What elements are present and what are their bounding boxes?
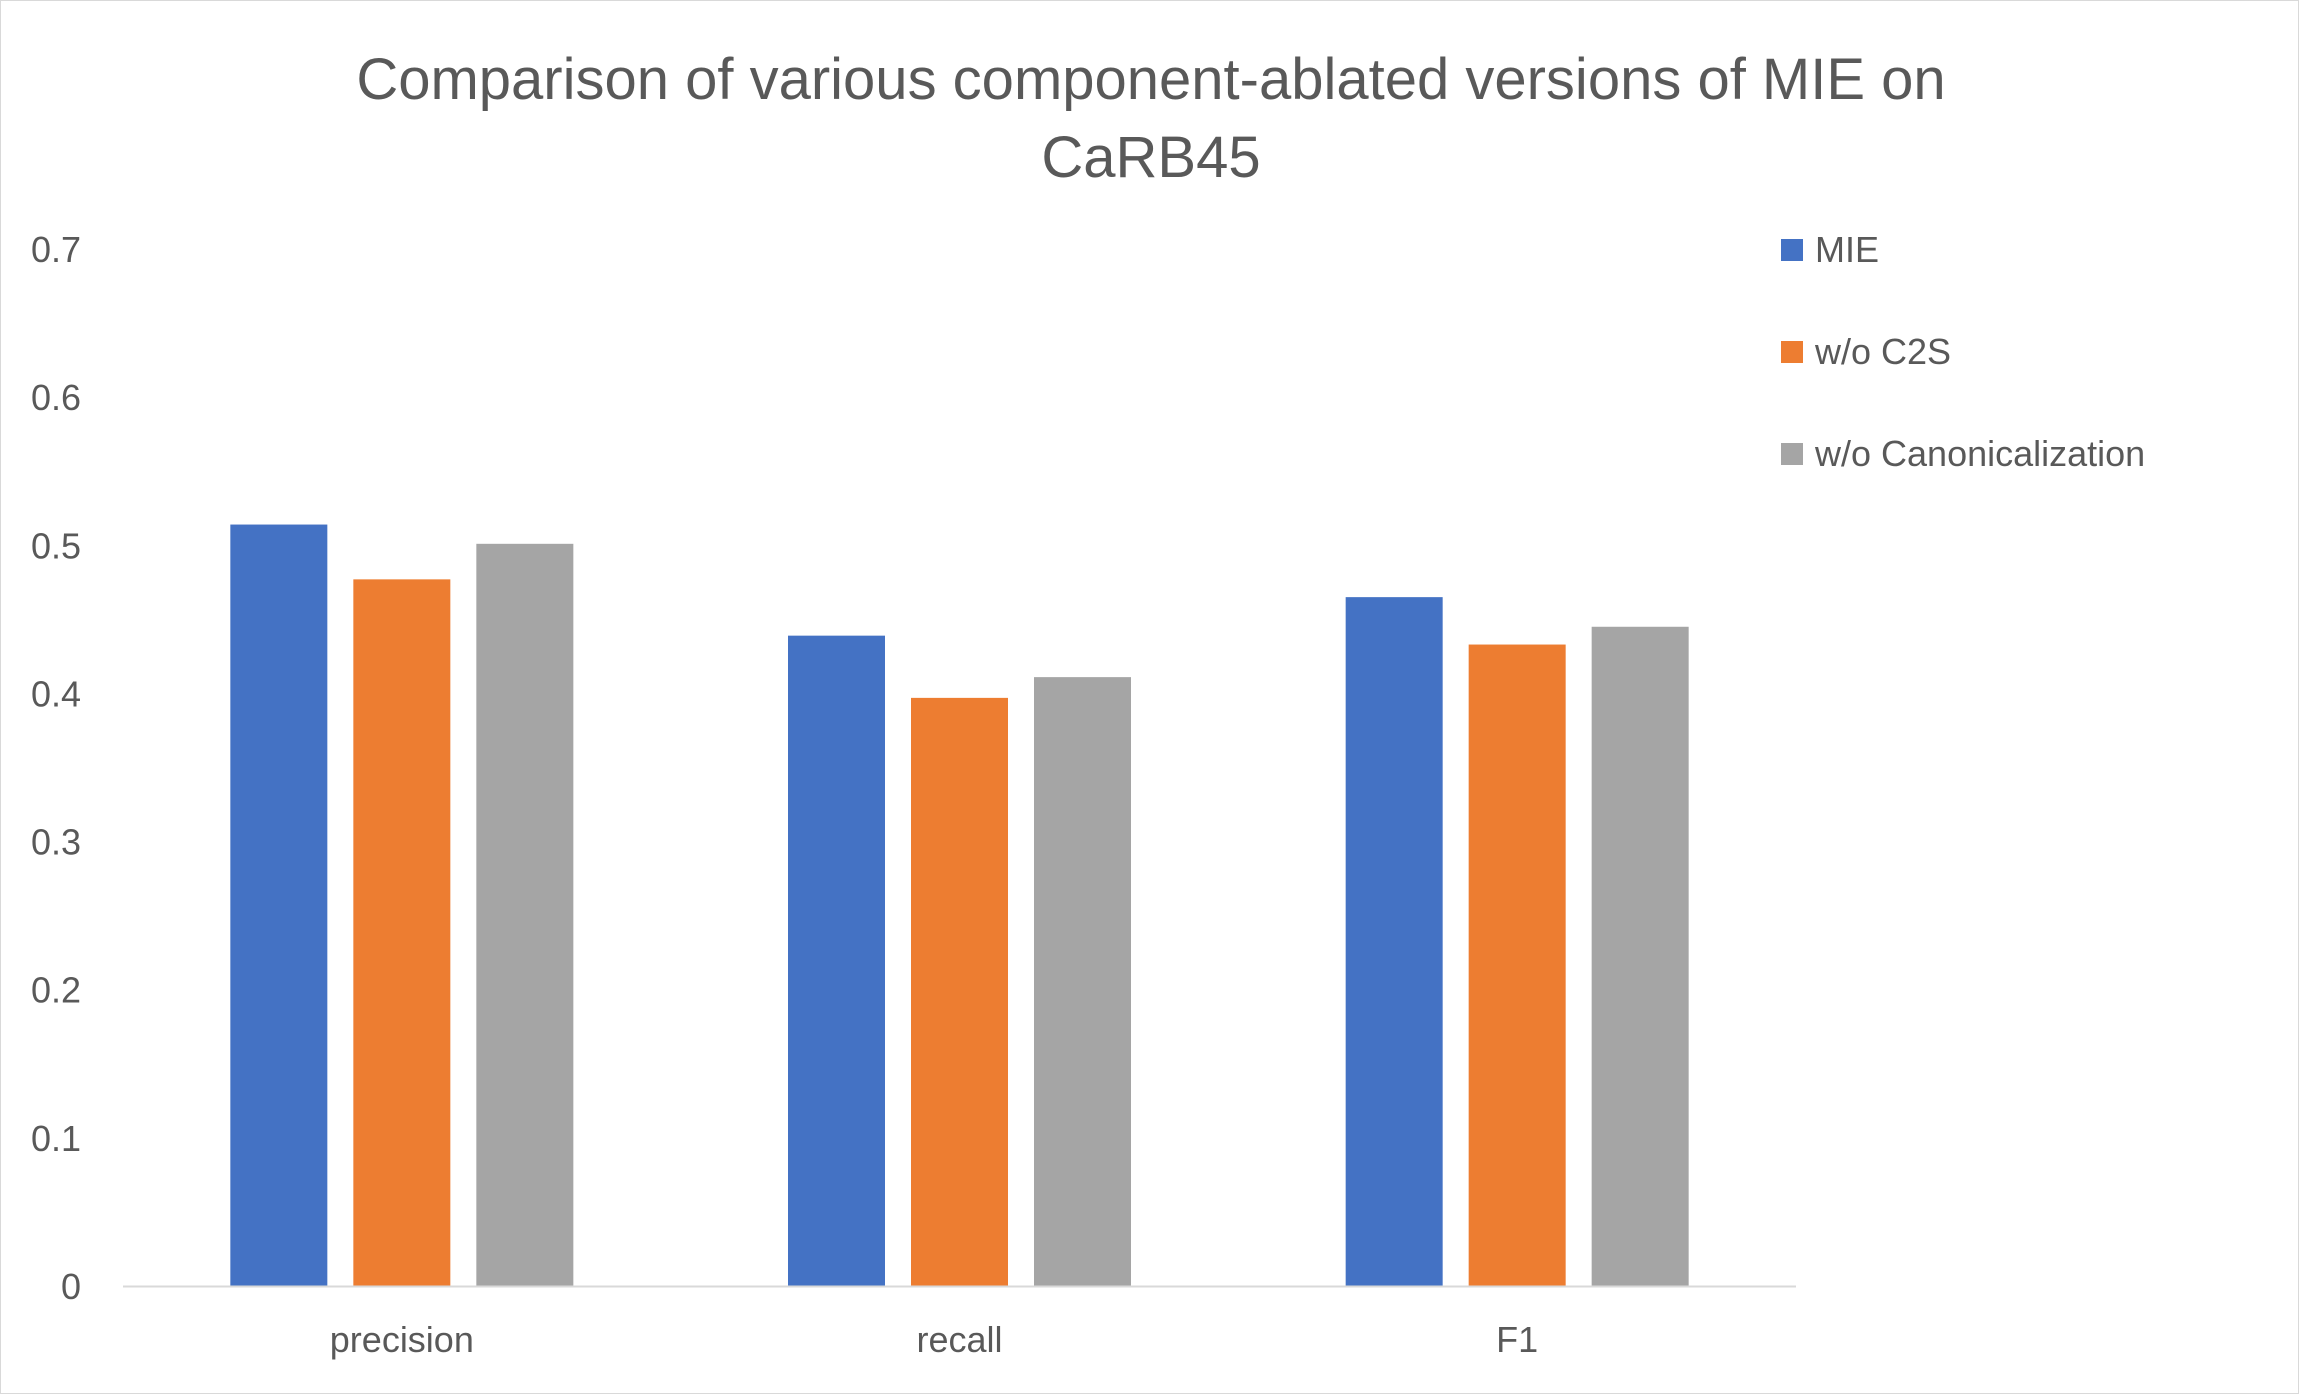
y-tick-label-5: 0.5 <box>31 525 81 566</box>
bar-w-o-canonicalization-f1 <box>1591 626 1689 1286</box>
legend-swatch-wo-c2s <box>1781 341 1803 363</box>
y-tick-label-6: 0.6 <box>31 377 81 418</box>
chart-title: Comparison of various component-ablated … <box>201 41 2101 197</box>
legend-swatch-mie <box>1781 239 1803 261</box>
bar-mie-precision <box>230 524 328 1286</box>
bar-mie-f1 <box>1345 597 1443 1286</box>
bar-w-o-canonicalization-precision <box>476 543 574 1286</box>
bar-w-o-canonicalization-recall <box>1034 677 1131 1286</box>
bar-mie-recall <box>788 635 885 1286</box>
x-tick-label-f1: F1 <box>1496 1319 1538 1360</box>
y-tick-label-4: 0.4 <box>31 673 81 714</box>
legend-item-mie: MIE <box>1781 199 2145 301</box>
y-tick-label-3: 0.3 <box>31 822 81 863</box>
legend-label-wo-canonicalization: w/o Canonicalization <box>1815 433 2146 474</box>
legend-item-wo-c2s: w/o C2S <box>1781 301 2145 403</box>
bar-w-o-c2s-recall <box>911 697 1008 1286</box>
y-tick-label-2: 0.2 <box>31 970 81 1011</box>
legend-swatch-wo-canonicalization <box>1781 443 1803 465</box>
x-tick-label-recall: recall <box>916 1319 1002 1360</box>
x-tick-label-precision: precision <box>330 1319 474 1360</box>
legend-item-wo-canonicalization: w/o Canonicalization <box>1781 403 2145 505</box>
legend-label-wo-c2s: w/o C2S <box>1815 331 1952 372</box>
bar-w-o-c2s-f1 <box>1468 644 1566 1286</box>
y-tick-label-1: 0.1 <box>31 1118 81 1159</box>
y-tick-label-7: 0.7 <box>31 229 81 270</box>
chart-title-line-1: Comparison of various component-ablated … <box>356 47 1946 112</box>
bar-w-o-c2s-precision <box>353 579 451 1286</box>
legend: MIE w/o C2S w/o Canonicalization <box>1781 199 2145 505</box>
y-tick-label-0: 0 <box>61 1266 81 1307</box>
chart-title-line-2: CaRB45 <box>1041 125 1261 190</box>
legend-label-mie: MIE <box>1815 229 1880 270</box>
